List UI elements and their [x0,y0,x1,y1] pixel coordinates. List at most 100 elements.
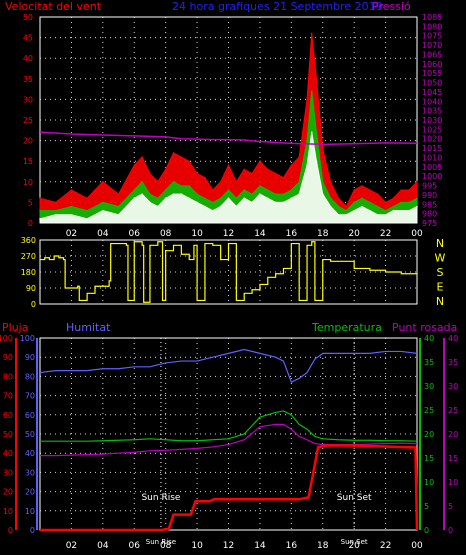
rain-y-tick-label: 70 [3,392,13,401]
direction-y-tick-label: 180 [21,268,36,277]
x-tick-label-bottom: 12 [223,541,234,551]
wind-point-avg_wind [315,131,318,134]
wind-point-min_wind [376,213,379,216]
direction-compass-label: E [437,281,444,294]
wind-point-min_wind [164,197,167,200]
wind-point-avg_wind [164,189,167,191]
wind-point-min_wind [180,193,183,195]
wind-point-gust [321,148,324,150]
direction-y-tick-label: 360 [21,236,36,245]
temperature-y-tick-label: 30 [424,382,434,391]
x-tick-label-top: 12 [223,229,234,239]
direction-compass-label: N [436,295,444,308]
dewpoint-y-tick-label: 15 [448,454,458,463]
wind-point-avg_wind [353,201,355,204]
direction-compass-label: W [435,252,446,265]
wind-point-avg_wind [227,189,230,191]
pressure-y-tick-label: 1075 [422,32,442,41]
humidity-label: Humitat [66,321,111,334]
wind-point-avg_wind [149,193,151,195]
rain-y-tick-label: 80 [3,372,13,381]
x-tick-label-bottom: 06 [129,541,141,551]
temperature-line [40,410,418,442]
pressure-y-tick-label: 1020 [422,135,442,144]
wind-point-avg_wind [70,205,73,208]
pressure-y-tick-label: 1060 [422,60,442,69]
pressure-y-tick-label: 1000 [422,172,442,181]
rain-y-tick-label: 40 [3,449,13,458]
rain-y-tick-label: 10 [3,507,13,516]
dewpoint-y-tick-label: 30 [448,382,458,391]
wind-point-min_wind [157,205,159,208]
pressure-y-tick-label: 1025 [422,125,442,134]
rain-y-tick-label: 60 [3,411,13,420]
dewpoint-y-tick-label: 35 [448,358,458,367]
wind-point-avg_wind [180,185,183,187]
wind-point-avg_wind [219,197,222,200]
wind-point-gust [164,168,167,171]
wind-point-avg_wind [204,197,206,200]
wind-point-min_wind [172,193,175,195]
wind-point-min_wind [306,164,308,167]
direction-line [40,241,418,303]
humidity-y-tick-label: 100 [20,334,35,343]
wind-point-min_wind [39,218,41,220]
dewpoint-y-tick-label: 5 [448,502,453,511]
pressure-y-tick-label: 1030 [422,116,442,125]
wind-point-min_wind [86,218,88,220]
wind-point-avg_wind [361,197,363,200]
direction-y-tick-label: 270 [21,252,36,261]
wind-point-min_wind [70,213,73,216]
pressure-y-tick-label: 1055 [422,69,442,78]
wind-point-avg_wind [321,181,324,183]
wind-point-min_wind [274,201,277,204]
chart-title: 24 hora grafiques 21 Septembre 2019 [172,0,383,13]
wind-point-min_wind [149,201,151,204]
humidity-y-tick-label: 60 [25,411,35,420]
temperature-y-tick-label: 0 [424,526,429,535]
wind-point-gust [102,181,104,183]
wind-point-gust [384,201,387,204]
rain-y-tick-label: 0 [8,526,13,535]
wind-speed-label: Velocitat del vent [5,0,102,13]
wind-point-gust [117,193,120,195]
humidity-y-tick-label: 70 [25,392,35,401]
x-tick-label-top: 08 [160,229,172,239]
temperature-label: Temperatura [311,321,382,334]
wind-point-min_wind [392,209,395,212]
wind-point-avg_wind [392,205,395,208]
x-tick-label-bottom: 14 [254,541,266,551]
x-tick-label-bottom: 18 [317,541,329,551]
wind-point-min_wind [243,197,246,200]
wind-point-min_wind [204,205,206,208]
x-tick-label-top: 04 [97,229,109,239]
grid-layer [40,17,418,530]
wind-point-gust [172,152,175,154]
x-tick-label-top: 02 [66,229,77,239]
x-tick-label-top: 16 [286,229,298,239]
wind-point-min_wind [102,209,104,212]
wind-point-min_wind [282,201,285,204]
dewpoint-y-tick-label: 40 [448,334,458,343]
wind-point-avg_wind [266,189,269,191]
x-tick-label-bottom: 04 [97,541,109,551]
wind-y-tick-label: 50 [23,13,33,22]
x-tick-label-top: 18 [317,229,329,239]
sunset-axis-label: Sun Set [341,538,368,546]
wind-y-tick-label: 5 [28,198,33,207]
wind-point-avg_wind [274,193,277,195]
wind-point-gust [310,32,313,35]
wind-point-min_wind [310,131,313,134]
wind-point-gust [243,168,246,171]
wind-point-gust [329,181,332,183]
temperature-y-tick-label: 35 [424,358,434,367]
pressure-y-tick-label: 1080 [422,22,442,31]
pressure-y-tick-label: 1045 [422,88,442,97]
wind-point-avg_wind [188,185,191,187]
pressure-y-tick-label: 1010 [422,153,442,162]
temperature-y-tick-label: 10 [424,478,434,487]
wind-point-gust [290,164,293,167]
dewpoint-y-tick-label: 0 [448,526,453,535]
wind-point-avg_wind [157,197,159,200]
